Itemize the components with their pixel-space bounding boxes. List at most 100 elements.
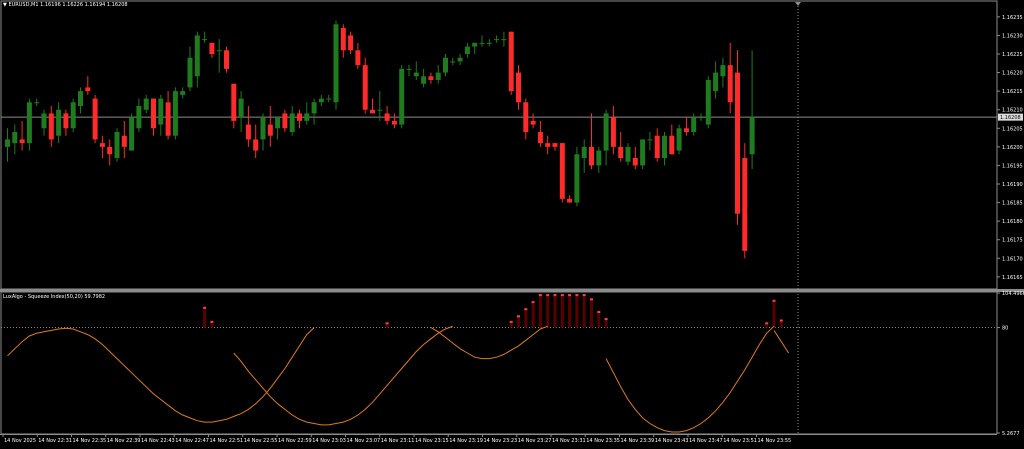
candle [377, 91, 383, 121]
candle-body [464, 46, 470, 54]
candle-body [581, 146, 587, 158]
indicator-tick-label: 80 [1002, 326, 1008, 332]
chart-shift-marker[interactable] [795, 2, 801, 434]
histogram-dot [509, 320, 513, 323]
candle-body [610, 117, 616, 147]
candle [654, 128, 660, 162]
candle [516, 65, 521, 110]
price-scale[interactable] [997, 1, 1023, 289]
candle-body [501, 39, 507, 41]
candle-body [494, 39, 500, 41]
candle [370, 98, 375, 114]
candle [172, 87, 178, 140]
candle-body [318, 98, 324, 103]
histogram-bar [553, 295, 557, 328]
candle-body [224, 50, 229, 69]
candle-body [537, 132, 543, 144]
price-axis-labels: 1.16235 1.16230 1.16225 1.16220 1.16215 1.162… [997, 15, 1023, 281]
squeeze-oscillator [7, 325, 790, 433]
candle [63, 109, 69, 136]
price-tick-label: 1.16185 [1002, 201, 1023, 207]
candle [348, 31, 354, 54]
time-tick-label: 14 Nov 23:39 [621, 438, 655, 444]
candle [691, 113, 697, 136]
time-tick-label: 14 Nov 2025 [4, 438, 36, 444]
candle-body [304, 113, 310, 121]
candle [472, 42, 478, 54]
candle-body [428, 76, 434, 80]
histogram-bar [765, 323, 769, 328]
candle-body [121, 135, 127, 147]
candle [260, 113, 266, 151]
candle-body [523, 102, 529, 132]
time-tick-label: 14 Nov 22:55 [244, 438, 278, 444]
time-tick-label: 14 Nov 23:43 [655, 438, 689, 444]
candle-body [202, 39, 208, 41]
candle [494, 35, 500, 43]
time-tick-label: 14 Nov 22:39 [107, 438, 141, 444]
indicator-axis-labels: 104.4966 80 5.2677 [997, 291, 1024, 437]
candle [610, 106, 616, 155]
candle-body [245, 124, 251, 140]
candle [464, 42, 470, 58]
main-chart-header[interactable]: ▼ EURUSD,M1 1.16196 1.16226 1.16194 1.16… [3, 2, 128, 8]
candle [435, 65, 441, 84]
candle-body [567, 198, 573, 203]
time-tick-label: 14 Nov 23:51 [723, 438, 757, 444]
candle-body [238, 98, 244, 118]
candle-body [231, 83, 237, 121]
squeeze-histogram [203, 294, 783, 328]
panel-separator[interactable] [0, 289, 1024, 292]
candle [742, 143, 748, 259]
candle-body [326, 98, 332, 100]
candle [297, 109, 302, 129]
candle-body [727, 65, 733, 103]
histogram-dot [765, 322, 769, 325]
time-tick-label: 14 Nov 22:35 [73, 438, 107, 444]
indicator-header[interactable]: LuxAlgo - Squeeze Index(50,20) 59.7982 [3, 294, 105, 300]
candle [749, 50, 755, 170]
histogram-dot [590, 298, 593, 301]
candle-body [333, 24, 339, 103]
candle [428, 72, 434, 84]
candle-body [720, 65, 726, 77]
candle-body [516, 72, 521, 103]
time-scale[interactable] [0, 434, 1024, 445]
candle [275, 117, 281, 140]
symbol-menu-icon[interactable]: ▼ [3, 2, 7, 8]
histogram-dot [517, 315, 520, 318]
time-tick-label: 14 Nov 23:55 [758, 438, 792, 444]
chart-shift-triangle-icon[interactable] [795, 2, 801, 6]
candle [413, 61, 419, 80]
time-tick-label: 14 Nov 23:31 [552, 438, 586, 444]
candle-body [187, 57, 193, 88]
candle [231, 83, 237, 129]
time-tick-label: 14 Nov 22:31 [38, 438, 72, 444]
candle [501, 31, 507, 47]
candle-body [603, 113, 609, 151]
candle-body [70, 102, 76, 129]
candle [676, 124, 682, 155]
price-tick-label: 1.16165 [1002, 275, 1023, 281]
candle-body [311, 102, 317, 114]
price-tick-label: 1.16195 [1002, 163, 1023, 169]
candle-body [289, 113, 295, 132]
candle [289, 106, 295, 136]
histogram-dot [546, 294, 550, 297]
candle [99, 135, 105, 158]
oscillator-line [430, 325, 548, 360]
candle-body [143, 98, 149, 110]
indicator-tick-label: 104.4966 [1002, 291, 1024, 297]
candle [486, 39, 492, 47]
candle-body [194, 35, 200, 77]
current-price-label: 1.16208 [1000, 115, 1021, 121]
time-tick-label: 14 Nov 23:19 [449, 438, 483, 444]
candle-body [282, 113, 288, 129]
candle-body [41, 113, 47, 129]
candle [41, 109, 47, 136]
candle-body [647, 139, 653, 141]
time-tick-label: 14 Nov 23:35 [586, 438, 620, 444]
candle [640, 139, 646, 170]
